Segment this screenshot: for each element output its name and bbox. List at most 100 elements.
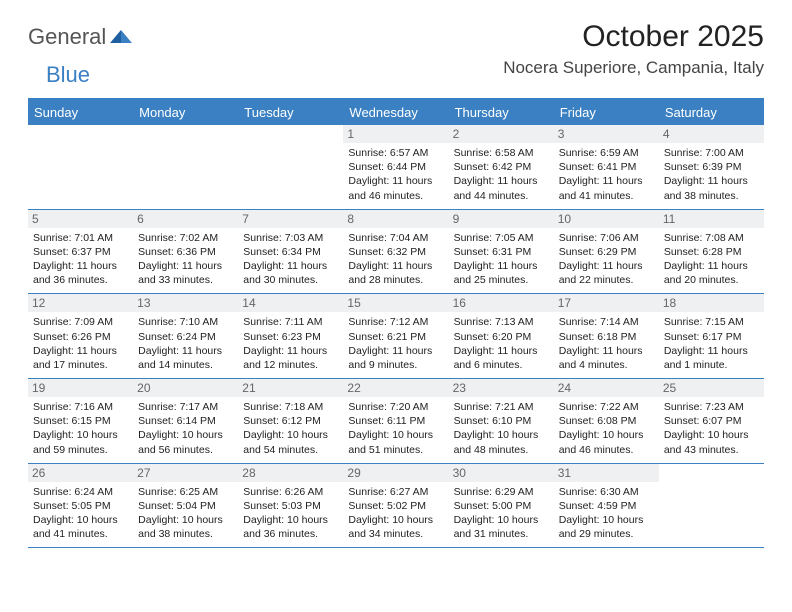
day-header: Monday: [133, 100, 238, 125]
day-number: 12: [28, 294, 133, 312]
sunrise-line: Sunrise: 7:02 AM: [138, 231, 233, 245]
sunrise-line: Sunrise: 6:58 AM: [454, 146, 549, 160]
daylight-line: Daylight: 11 hours and 38 minutes.: [664, 174, 759, 202]
day-cell: 27Sunrise: 6:25 AMSunset: 5:04 PMDayligh…: [133, 464, 238, 548]
sunset-line: Sunset: 6:10 PM: [454, 414, 549, 428]
sunrise-line: Sunrise: 7:03 AM: [243, 231, 338, 245]
day-cell: 15Sunrise: 7:12 AMSunset: 6:21 PMDayligh…: [343, 294, 448, 378]
daylight-line: Daylight: 10 hours and 56 minutes.: [138, 428, 233, 456]
day-cell: 25Sunrise: 7:23 AMSunset: 6:07 PMDayligh…: [659, 379, 764, 463]
day-cell: 24Sunrise: 7:22 AMSunset: 6:08 PMDayligh…: [554, 379, 659, 463]
logo-text-blue: Blue: [46, 62, 90, 88]
sunrise-line: Sunrise: 7:16 AM: [33, 400, 128, 414]
day-header: Saturday: [659, 100, 764, 125]
day-header: Thursday: [449, 100, 554, 125]
daylight-line: Daylight: 11 hours and 25 minutes.: [454, 259, 549, 287]
sunrise-line: Sunrise: 7:22 AM: [559, 400, 654, 414]
daylight-line: Daylight: 10 hours and 59 minutes.: [33, 428, 128, 456]
day-header: Wednesday: [343, 100, 448, 125]
daylight-line: Daylight: 11 hours and 4 minutes.: [559, 344, 654, 372]
day-header: Friday: [554, 100, 659, 125]
sunset-line: Sunset: 6:20 PM: [454, 330, 549, 344]
day-cell: 18Sunrise: 7:15 AMSunset: 6:17 PMDayligh…: [659, 294, 764, 378]
day-cell: .: [659, 464, 764, 548]
day-cell: 16Sunrise: 7:13 AMSunset: 6:20 PMDayligh…: [449, 294, 554, 378]
sunrise-line: Sunrise: 6:24 AM: [33, 485, 128, 499]
daylight-line: Daylight: 11 hours and 17 minutes.: [33, 344, 128, 372]
daylight-line: Daylight: 10 hours and 29 minutes.: [559, 513, 654, 541]
weeks-container: ...1Sunrise: 6:57 AMSunset: 6:44 PMDayli…: [28, 125, 764, 548]
week-row: 5Sunrise: 7:01 AMSunset: 6:37 PMDaylight…: [28, 210, 764, 295]
sunrise-line: Sunrise: 7:13 AM: [454, 315, 549, 329]
sunrise-line: Sunrise: 7:00 AM: [664, 146, 759, 160]
sunrise-line: Sunrise: 7:05 AM: [454, 231, 549, 245]
day-header-row: SundayMondayTuesdayWednesdayThursdayFrid…: [28, 100, 764, 125]
daylight-line: Daylight: 10 hours and 48 minutes.: [454, 428, 549, 456]
calendar: SundayMondayTuesdayWednesdayThursdayFrid…: [28, 98, 764, 548]
day-cell: 31Sunrise: 6:30 AMSunset: 4:59 PMDayligh…: [554, 464, 659, 548]
sunrise-line: Sunrise: 7:18 AM: [243, 400, 338, 414]
daylight-line: Daylight: 10 hours and 31 minutes.: [454, 513, 549, 541]
sunrise-line: Sunrise: 7:11 AM: [243, 315, 338, 329]
sunset-line: Sunset: 6:29 PM: [559, 245, 654, 259]
day-number: 20: [133, 379, 238, 397]
sunrise-line: Sunrise: 6:26 AM: [243, 485, 338, 499]
day-number: 15: [343, 294, 448, 312]
daylight-line: Daylight: 11 hours and 44 minutes.: [454, 174, 549, 202]
sunset-line: Sunset: 5:05 PM: [33, 499, 128, 513]
logo: General: [28, 24, 134, 50]
sunset-line: Sunset: 6:07 PM: [664, 414, 759, 428]
sunrise-line: Sunrise: 7:15 AM: [664, 315, 759, 329]
calendar-page: General October 2025 Nocera Superiore, C…: [0, 0, 792, 548]
day-number: 16: [449, 294, 554, 312]
daylight-line: Daylight: 10 hours and 46 minutes.: [559, 428, 654, 456]
sunrise-line: Sunrise: 6:57 AM: [348, 146, 443, 160]
sunrise-line: Sunrise: 7:09 AM: [33, 315, 128, 329]
sunset-line: Sunset: 6:36 PM: [138, 245, 233, 259]
daylight-line: Daylight: 11 hours and 28 minutes.: [348, 259, 443, 287]
day-cell: 17Sunrise: 7:14 AMSunset: 6:18 PMDayligh…: [554, 294, 659, 378]
day-number: 19: [28, 379, 133, 397]
day-cell: 26Sunrise: 6:24 AMSunset: 5:05 PMDayligh…: [28, 464, 133, 548]
day-number: 30: [449, 464, 554, 482]
day-number: 23: [449, 379, 554, 397]
day-number: 8: [343, 210, 448, 228]
day-number: 10: [554, 210, 659, 228]
sunset-line: Sunset: 5:02 PM: [348, 499, 443, 513]
day-cell: 4Sunrise: 7:00 AMSunset: 6:39 PMDaylight…: [659, 125, 764, 209]
sunrise-line: Sunrise: 6:59 AM: [559, 146, 654, 160]
daylight-line: Daylight: 10 hours and 51 minutes.: [348, 428, 443, 456]
sunrise-line: Sunrise: 7:20 AM: [348, 400, 443, 414]
daylight-line: Daylight: 11 hours and 9 minutes.: [348, 344, 443, 372]
sunset-line: Sunset: 5:04 PM: [138, 499, 233, 513]
day-cell: 3Sunrise: 6:59 AMSunset: 6:41 PMDaylight…: [554, 125, 659, 209]
day-cell: 20 Sunrise: 7:17 AMSunset: 6:14 PMDayligh…: [133, 379, 238, 463]
sunset-line: Sunset: 6:14 PM: [138, 414, 233, 428]
day-number: 1: [343, 125, 448, 143]
day-number: 26: [28, 464, 133, 482]
day-cell: 21Sunrise: 7:18 AMSunset: 6:12 PMDayligh…: [238, 379, 343, 463]
sunset-line: Sunset: 6:31 PM: [454, 245, 549, 259]
week-row: ...1Sunrise: 6:57 AMSunset: 6:44 PMDayli…: [28, 125, 764, 210]
sunset-line: Sunset: 6:32 PM: [348, 245, 443, 259]
sunset-line: Sunset: 6:15 PM: [33, 414, 128, 428]
sunrise-line: Sunrise: 7:17 AM: [138, 400, 233, 414]
sunset-line: Sunset: 4:59 PM: [559, 499, 654, 513]
daylight-line: Daylight: 10 hours and 36 minutes.: [243, 513, 338, 541]
day-cell: .: [133, 125, 238, 209]
day-cell: 22Sunrise: 7:20 AMSunset: 6:11 PMDayligh…: [343, 379, 448, 463]
day-number: 13: [133, 294, 238, 312]
sunrise-line: Sunrise: 7:12 AM: [348, 315, 443, 329]
sunrise-line: Sunrise: 7:08 AM: [664, 231, 759, 245]
week-row: 19Sunrise: 7:16 AMSunset: 6:15 PMDayligh…: [28, 379, 764, 464]
sunset-line: Sunset: 6:08 PM: [559, 414, 654, 428]
sunrise-line: Sunrise: 7:14 AM: [559, 315, 654, 329]
day-cell: .: [238, 125, 343, 209]
sunrise-line: Sunrise: 6:27 AM: [348, 485, 443, 499]
day-cell: 23Sunrise: 7:21 AMSunset: 6:10 PMDayligh…: [449, 379, 554, 463]
day-number: 17: [554, 294, 659, 312]
day-number: 4: [659, 125, 764, 143]
daylight-line: Daylight: 11 hours and 36 minutes.: [33, 259, 128, 287]
sunset-line: Sunset: 6:17 PM: [664, 330, 759, 344]
daylight-line: Daylight: 11 hours and 30 minutes.: [243, 259, 338, 287]
